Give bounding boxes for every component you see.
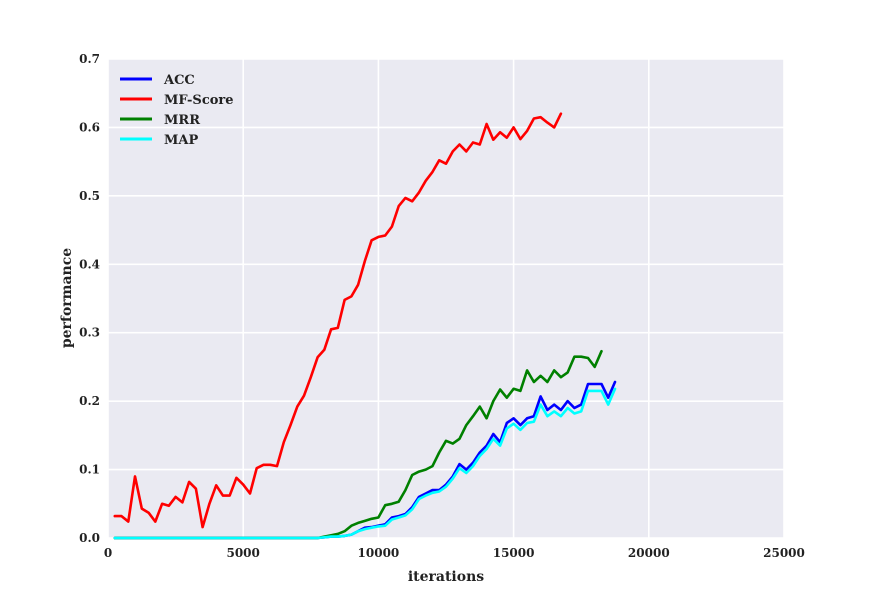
x-tick-label: 0 bbox=[104, 546, 112, 560]
legend-label-mf-score: MF-Score bbox=[164, 93, 234, 108]
series-line-map bbox=[113, 387, 617, 540]
y-axis-label: performance bbox=[59, 248, 75, 348]
y-tick-label: 0.3 bbox=[79, 326, 100, 340]
series-line-mf-score bbox=[113, 112, 563, 529]
y-tick-label: 0.4 bbox=[79, 257, 100, 271]
y-tick-labels: 0.0 0.1 0.2 0.3 0.4 0.5 0.6 0.7 bbox=[79, 52, 100, 545]
y-tick-label: 0.0 bbox=[79, 531, 100, 545]
legend: ACC MF-Score MRR MAP bbox=[120, 73, 234, 148]
x-tick-label: 10000 bbox=[358, 546, 400, 560]
x-tick-label: 5000 bbox=[226, 546, 259, 560]
plot-background bbox=[108, 59, 784, 538]
legend-label-acc: ACC bbox=[163, 73, 195, 88]
series-lines bbox=[113, 112, 617, 540]
x-tick-labels: 0 5000 10000 15000 20000 25000 bbox=[104, 546, 805, 560]
y-tick-label: 0.1 bbox=[79, 463, 100, 477]
y-tick-label: 0.2 bbox=[79, 394, 100, 408]
legend-label-map: MAP bbox=[164, 133, 198, 148]
grid-lines bbox=[107, 58, 785, 539]
x-tick-label: 15000 bbox=[493, 546, 535, 560]
legend-label-mrr: MRR bbox=[164, 113, 200, 128]
x-tick-label: 25000 bbox=[763, 546, 805, 560]
x-tick-label: 20000 bbox=[628, 546, 670, 560]
y-tick-label: 0.5 bbox=[79, 189, 100, 203]
y-tick-label: 0.7 bbox=[79, 52, 100, 66]
x-axis-label: iterations bbox=[408, 569, 484, 585]
y-tick-label: 0.6 bbox=[79, 120, 100, 134]
